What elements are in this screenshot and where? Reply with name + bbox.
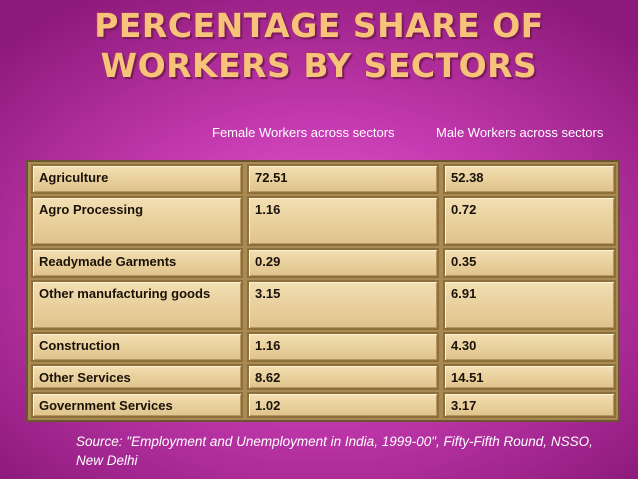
- sector-cell: Other manufacturing goods: [31, 280, 243, 330]
- sector-cell: Construction: [31, 332, 243, 362]
- sector-cell: Agro Processing: [31, 196, 243, 246]
- slide-title: PERCENTAGE SHARE OF WORKERS BY SECTORS: [94, 6, 544, 85]
- table-row: Other Services 8.62 14.51: [28, 364, 618, 390]
- male-value-cell: 52.38: [443, 164, 616, 194]
- column-headers: Female Workers across sectors Male Worke…: [0, 125, 638, 145]
- female-value-cell: 1.02: [247, 392, 439, 418]
- female-value-cell: 3.15: [247, 280, 439, 330]
- sector-cell: Other Services: [31, 364, 243, 390]
- sector-cell: Agriculture: [31, 164, 243, 194]
- male-value-cell: 0.72: [443, 196, 616, 246]
- source-citation: Source: "Employment and Unemployment in …: [76, 434, 593, 468]
- male-value-cell: 0.35: [443, 248, 616, 278]
- female-value-cell: 1.16: [247, 196, 439, 246]
- female-value-cell: 8.62: [247, 364, 439, 390]
- table-row: Readymade Garments 0.29 0.35: [28, 248, 618, 278]
- female-value-cell: 0.29: [247, 248, 439, 278]
- table-row: Construction 1.16 4.30: [28, 332, 618, 362]
- male-value-cell: 3.17: [443, 392, 616, 418]
- sector-cell: Government Services: [31, 392, 243, 418]
- table-row: Government Services 1.02 3.17: [28, 392, 618, 418]
- table-row: Other manufacturing goods 3.15 6.91: [28, 280, 618, 330]
- sector-table: Agriculture 72.51 52.38 Agro Processing …: [26, 160, 620, 422]
- female-value-cell: 1.16: [247, 332, 439, 362]
- male-value-cell: 14.51: [443, 364, 616, 390]
- female-value-cell: 72.51: [247, 164, 439, 194]
- sector-cell: Readymade Garments: [31, 248, 243, 278]
- table-row: Agro Processing 1.16 0.72: [28, 196, 618, 246]
- male-value-cell: 6.91: [443, 280, 616, 330]
- table-row: Agriculture 72.51 52.38: [28, 164, 618, 194]
- male-value-cell: 4.30: [443, 332, 616, 362]
- female-column-header: Female Workers across sectors: [212, 125, 395, 140]
- male-column-header: Male Workers across sectors: [436, 125, 604, 140]
